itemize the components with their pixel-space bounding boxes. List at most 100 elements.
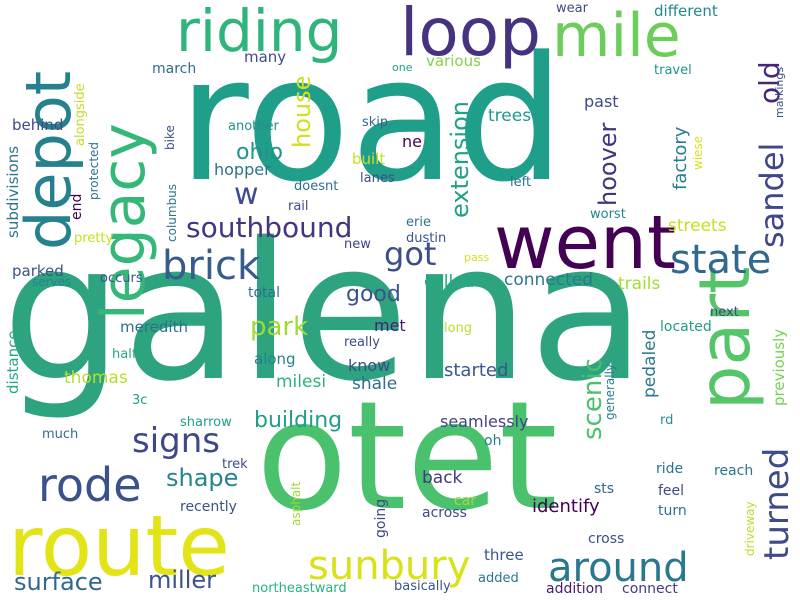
word-met: met [374,316,406,335]
word-went: went [494,200,676,286]
word-ne: ne [402,132,422,151]
word-behind: behind [12,116,64,134]
word-ride: ride [656,461,684,477]
word-state: state [670,237,772,283]
word-factory: factory [670,126,691,190]
word-car: car [454,493,477,509]
word-streets: streets [668,216,727,236]
word-signs: signs [132,421,221,461]
word-asphalt: asphalt [289,481,303,526]
word-galena: galena [2,202,646,423]
word-house: house [288,75,316,148]
word-generally: generally [603,363,617,420]
word-going: going [373,498,389,538]
word-seamlessly: seamlessly [440,412,529,431]
word-another: another [228,119,279,134]
word-w: w [234,177,259,212]
word-subdivisions: subdivisions [4,145,22,238]
word-past: past [584,92,619,111]
word-miller: miller [148,566,217,594]
word-got: got [384,235,437,273]
word-addition: addition [546,581,604,597]
word-mile: mile [552,1,681,71]
word-connect: connect [622,581,678,597]
word-hopper: hopper [214,160,271,179]
word-really: really [344,335,380,350]
word-trees: trees [488,106,532,126]
word-milesi: milesi [276,372,327,392]
word-long: long [444,321,473,336]
word-serves: serves [32,275,72,289]
word-3c: 3c [132,393,148,408]
word-added: added [478,571,519,586]
word-trails: trails [618,274,661,294]
word-oh: oh [484,433,502,449]
word-southbound: southbound [186,211,353,244]
word-connected: connected [504,270,594,290]
word-good: good [346,282,401,307]
word-left: left [510,175,532,190]
word-route: route [8,497,230,595]
word-rd: rd [660,413,674,428]
word-brick: brick [162,243,261,289]
word-pedaled: pedaled [640,329,660,398]
word-wiese: wiese [691,135,705,170]
word-surface: surface [14,568,103,596]
word-wear: wear [556,1,588,16]
word-much: much [42,427,79,442]
word-total: total [248,285,281,301]
word-park: park [250,312,309,342]
word-protected: protected [87,141,101,200]
word-turn: turn [658,503,687,519]
word-different: different [654,2,718,20]
word-new: new [344,237,371,252]
word-know: know [348,356,391,375]
word-end: end [69,193,85,220]
word-identify: identify [532,496,600,517]
word-called: called [424,272,475,292]
word-recently: recently [180,499,237,515]
word-hoover: hoover [594,122,622,206]
word-doesnt: doesnt [294,179,339,194]
word-pass: pass [464,251,490,264]
word-sunbury: sunbury [308,543,471,589]
word-loop: loop [400,0,541,71]
word-sts: sts [594,481,615,497]
word-worst: worst [590,207,626,222]
word-along: along [254,350,296,368]
word-around: around [548,545,689,591]
word-half: half [112,347,137,362]
word-northeastward: northeastward [252,581,347,596]
word-shale: shale [352,374,398,394]
word-trek: trek [222,457,248,472]
word-occurs: occurs [100,271,143,286]
word-back: back [422,468,463,488]
word-shape: shape [166,464,239,492]
word-bike: bike [163,125,177,150]
word-rail: rail [288,199,309,214]
word-reach: reach [714,463,754,479]
word-parked: parked [12,262,64,280]
word-riding: riding [176,0,343,65]
word-markings: markings [773,66,786,118]
word-feel: feel [658,483,685,499]
word-driveway: driveway [743,501,757,556]
word-pretty: pretty [74,231,114,246]
word-rode: rode [38,458,142,512]
word-travel: travel [654,63,692,78]
word-otet: otet [256,370,558,544]
word-built: built [352,150,386,168]
word-erie: erie [406,215,431,230]
word-lanes: lanes [360,171,395,186]
word-cross: cross [588,531,625,547]
word-depot: depot [12,70,85,250]
word-sandel: sandel [753,142,791,248]
word-alongside: alongside [73,83,88,146]
word-previously: previously [770,328,788,406]
word-ohio: ohio [236,140,283,165]
word-meredith: meredith [120,318,188,336]
word-building: building [254,408,343,433]
word-three: three [484,546,524,564]
word-across: across [422,505,467,521]
